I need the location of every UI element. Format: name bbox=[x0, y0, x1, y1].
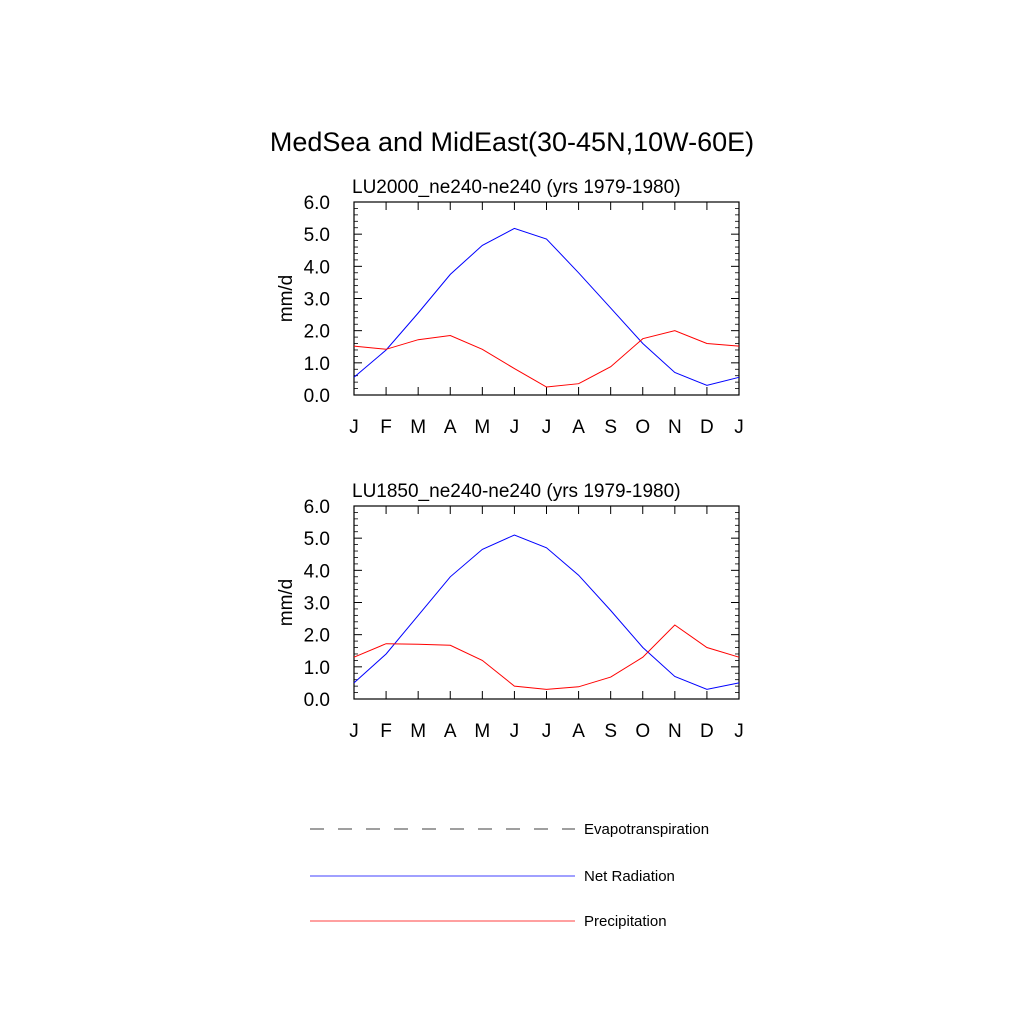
x-tick-label: A bbox=[444, 417, 457, 438]
y-tick-label: 6.0 bbox=[304, 497, 330, 518]
plot-frame bbox=[353, 201, 740, 396]
y-tick-label: 6.0 bbox=[304, 193, 330, 214]
x-tick-label: A bbox=[572, 417, 585, 438]
legend-label-precipitation: Precipitation bbox=[584, 913, 667, 930]
y-axis-label: mm/d bbox=[276, 275, 297, 323]
x-tick-label: J bbox=[734, 721, 744, 742]
y-tick-label: 2.0 bbox=[304, 626, 330, 647]
y-tick-label: 0.0 bbox=[304, 386, 330, 407]
x-tick-label: M bbox=[474, 721, 490, 742]
x-tick-label: J bbox=[734, 417, 744, 438]
panel-lu1850: J F M A M J J A S O N D J0.01.02.03.04.05.06.0LU1850… bbox=[276, 481, 744, 742]
x-tick-label: J bbox=[510, 417, 520, 438]
x-tick-label: D bbox=[700, 721, 714, 742]
y-tick-label: 5.0 bbox=[304, 529, 330, 550]
x-tick-label: J bbox=[349, 721, 359, 742]
y-tick-label: 3.0 bbox=[304, 594, 330, 615]
series-line-precipitation bbox=[353, 330, 740, 388]
x-tick-label: M bbox=[410, 721, 426, 742]
x-tick-label: J bbox=[349, 417, 359, 438]
panel-title: LU1850_ne240-ne240 (yrs 1979-1980) bbox=[352, 481, 681, 502]
x-tick-label: J bbox=[542, 721, 552, 742]
series-line-net-radiation bbox=[353, 227, 740, 386]
x-tick-label: O bbox=[635, 721, 650, 742]
x-tick-label: D bbox=[700, 417, 714, 438]
figure-title: MedSea and MidEast(30-45N,10W-60E) bbox=[270, 127, 754, 157]
series-line-precipitation bbox=[353, 624, 740, 690]
x-tick-label: J bbox=[510, 721, 520, 742]
panel-lu2000: J F M A M J J A S O N D J0.01.02.03.04.05.06.0LU2000… bbox=[276, 177, 744, 438]
x-tick-label: O bbox=[635, 417, 650, 438]
panel-title: LU2000_ne240-ne240 (yrs 1979-1980) bbox=[352, 177, 681, 198]
legend-label-net-radiation: Net Radiation bbox=[584, 868, 675, 885]
x-tick-label: J bbox=[542, 417, 552, 438]
x-tick-label: A bbox=[572, 721, 585, 742]
x-tick-label: A bbox=[444, 721, 457, 742]
y-tick-label: 0.0 bbox=[304, 690, 330, 711]
x-tick-label: F bbox=[380, 417, 392, 438]
x-tick-label: M bbox=[410, 417, 426, 438]
plot-frame bbox=[353, 505, 740, 700]
x-tick-label: N bbox=[668, 721, 682, 742]
x-tick-label: S bbox=[604, 721, 617, 742]
series-line-net-radiation bbox=[353, 534, 740, 690]
x-tick-label: S bbox=[604, 417, 617, 438]
y-tick-label: 2.0 bbox=[304, 322, 330, 343]
legend-label-evapotranspiration: Evapotranspiration bbox=[584, 821, 709, 838]
x-tick-label: N bbox=[668, 417, 682, 438]
y-tick-label: 3.0 bbox=[304, 290, 330, 311]
y-tick-label: 1.0 bbox=[304, 658, 330, 679]
y-tick-label: 1.0 bbox=[304, 354, 330, 375]
x-tick-label: F bbox=[380, 721, 392, 742]
y-tick-label: 4.0 bbox=[304, 561, 330, 582]
y-tick-label: 4.0 bbox=[304, 257, 330, 278]
y-tick-label: 5.0 bbox=[304, 225, 330, 246]
y-axis-label: mm/d bbox=[276, 579, 297, 627]
x-tick-label: M bbox=[474, 417, 490, 438]
legend: Evapotranspiration Net Radiation Precipi… bbox=[310, 821, 709, 930]
